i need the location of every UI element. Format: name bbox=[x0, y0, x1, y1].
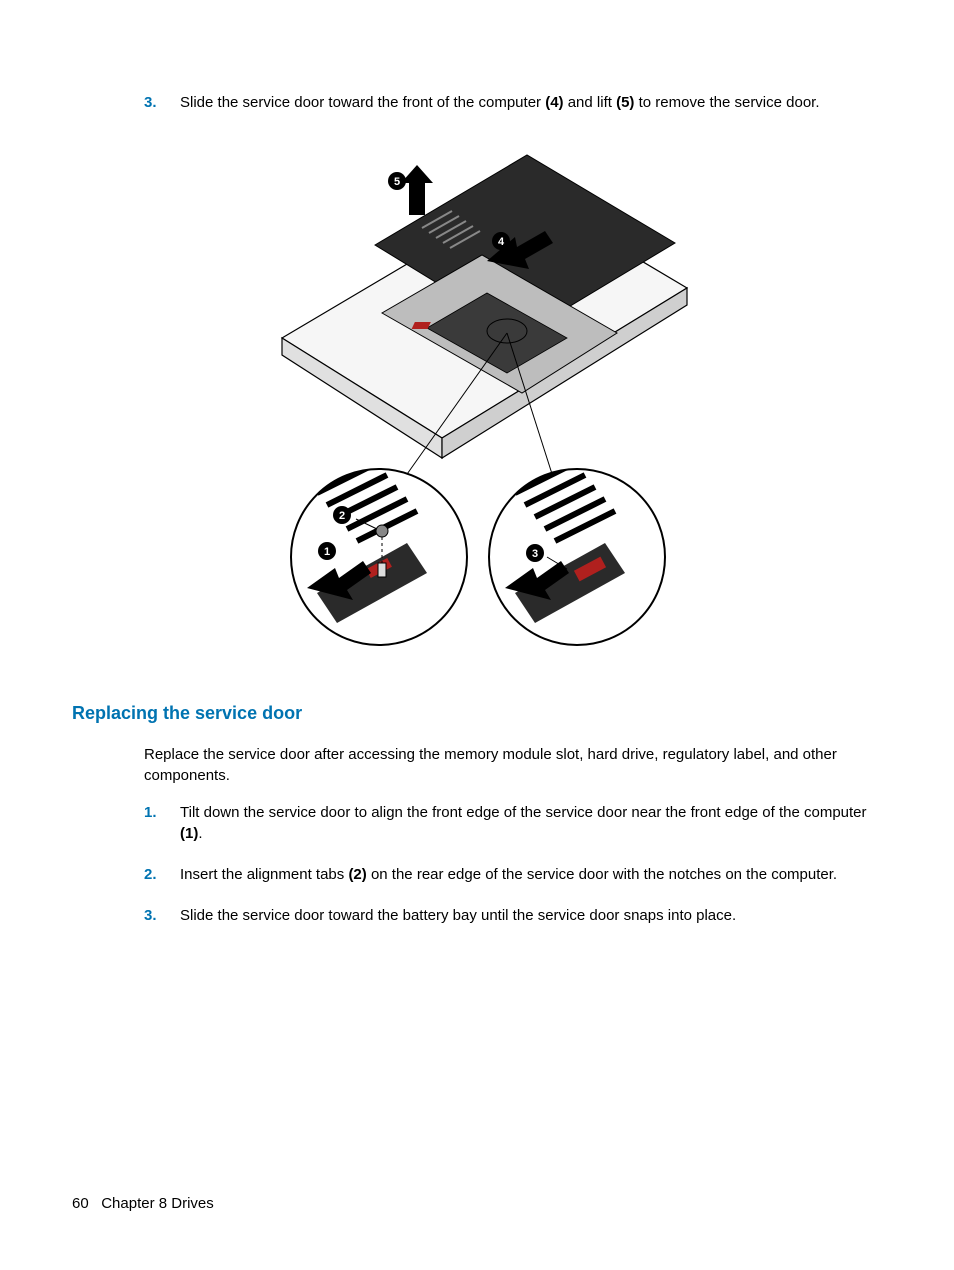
section-heading: Replacing the service door bbox=[72, 701, 882, 726]
service-door-diagram: 5 4 2 1 3 bbox=[257, 133, 697, 673]
chapter-label: Chapter 8 Drives bbox=[101, 1195, 214, 1212]
callout-4: 4 bbox=[492, 232, 510, 250]
page-number: 60 bbox=[72, 1195, 89, 1212]
step-number: 2. bbox=[144, 864, 180, 885]
svg-text:4: 4 bbox=[498, 236, 505, 248]
callout-1: 1 bbox=[318, 542, 336, 560]
steps-list: 1.Tilt down the service door to align th… bbox=[72, 802, 882, 926]
diagram-svg: 5 4 2 1 3 bbox=[257, 133, 697, 673]
callout-3: 3 bbox=[526, 544, 544, 562]
page: 3. Slide the service door toward the fro… bbox=[0, 0, 954, 926]
intro-paragraph: Replace the service door after accessing… bbox=[144, 744, 882, 786]
step-number: 1. bbox=[144, 802, 180, 844]
callout-5: 5 bbox=[388, 172, 406, 190]
callout-2: 2 bbox=[333, 506, 351, 524]
step-number: 3. bbox=[144, 92, 180, 113]
svg-text:1: 1 bbox=[324, 546, 330, 558]
step-text: Tilt down the service door to align the … bbox=[180, 802, 882, 844]
step-item: 1.Tilt down the service door to align th… bbox=[144, 802, 882, 844]
step-text: Slide the service door toward the front … bbox=[180, 92, 882, 113]
step-item: 3. Slide the service door toward the fro… bbox=[144, 92, 882, 113]
svg-text:3: 3 bbox=[532, 548, 538, 560]
step-text: Slide the service door toward the batter… bbox=[180, 905, 882, 926]
latch-indicator bbox=[412, 322, 431, 329]
svg-text:2: 2 bbox=[339, 510, 345, 522]
step-number: 3. bbox=[144, 905, 180, 926]
page-footer: 60 Chapter 8 Drives bbox=[72, 1193, 214, 1214]
step-text: Insert the alignment tabs (2) on the rea… bbox=[180, 864, 882, 885]
step-item: 2.Insert the alignment tabs (2) on the r… bbox=[144, 864, 882, 885]
svg-text:5: 5 bbox=[394, 176, 400, 188]
step-item: 3.Slide the service door toward the batt… bbox=[144, 905, 882, 926]
arrow-up bbox=[401, 165, 433, 215]
